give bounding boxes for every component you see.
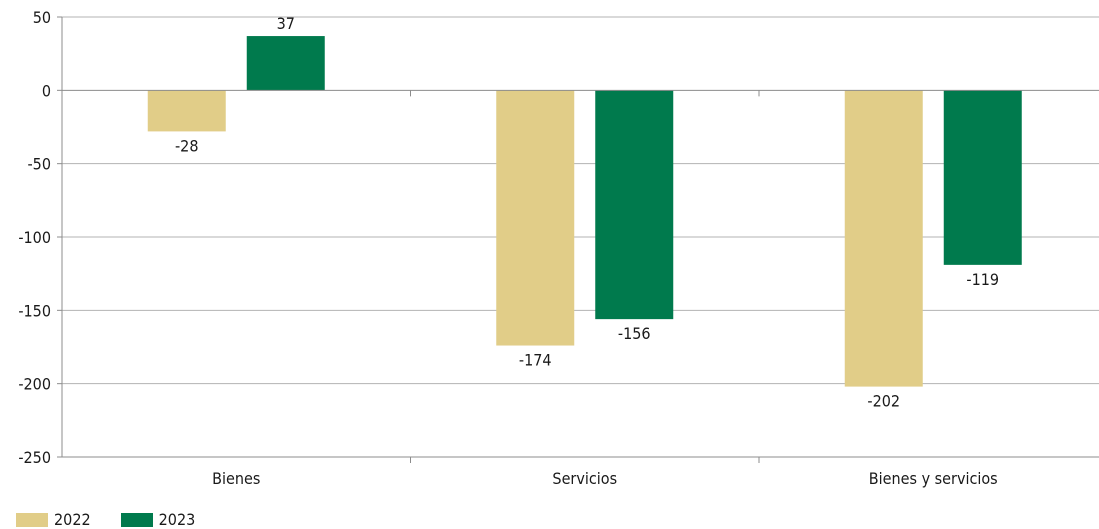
data-label: -28 xyxy=(175,136,199,155)
bar-2022-1 xyxy=(496,90,575,346)
data-label: -119 xyxy=(966,270,999,289)
bars xyxy=(147,36,1022,387)
legend-swatch-2023 xyxy=(120,512,153,527)
y-tick-label: 50 xyxy=(33,8,51,27)
bar-2022-2 xyxy=(844,90,923,387)
legend: 2022 2023 xyxy=(16,510,195,529)
bar-2023-0 xyxy=(246,36,325,91)
y-tick-label: -250 xyxy=(18,448,51,467)
axes xyxy=(57,16,1099,463)
data-label: -174 xyxy=(519,351,552,370)
y-tick-label: -100 xyxy=(18,228,51,247)
legend-swatch-2022 xyxy=(16,512,48,527)
data-label: 37 xyxy=(277,14,295,33)
y-axis-tick-labels: 50 0 -50 -100 -150 -200 -250 xyxy=(18,8,51,467)
category-label: Bienes xyxy=(212,469,260,488)
legend-item-2023: 2023 xyxy=(120,510,196,529)
legend-label-2023: 2023 xyxy=(158,510,196,529)
bar-2023-1 xyxy=(595,90,674,320)
category-label: Servicios xyxy=(552,469,617,488)
bar-2023-2 xyxy=(943,90,1022,265)
x-axis-category-labels: Bienes Servicios Bienes y servicios xyxy=(212,469,998,488)
bar-2022-0 xyxy=(147,90,226,132)
y-tick-label: -50 xyxy=(27,155,51,174)
data-labels: -28 37 -174 -156 -202 -119 xyxy=(175,14,999,411)
legend-label-2022: 2022 xyxy=(54,510,91,529)
category-label: Bienes y servicios xyxy=(869,469,998,488)
y-tick-label: 0 xyxy=(42,81,51,100)
y-tick-label: -200 xyxy=(18,375,51,394)
y-tick-label: -150 xyxy=(18,301,51,320)
data-label: -202 xyxy=(867,392,900,411)
data-label: -156 xyxy=(618,324,651,343)
bar-chart: 50 0 -50 -100 -150 -200 -250 -28 37 -174 -156 -202… xyxy=(18,8,1099,488)
legend-item-2022: 2022 xyxy=(16,510,91,529)
gridlines xyxy=(62,16,1099,458)
